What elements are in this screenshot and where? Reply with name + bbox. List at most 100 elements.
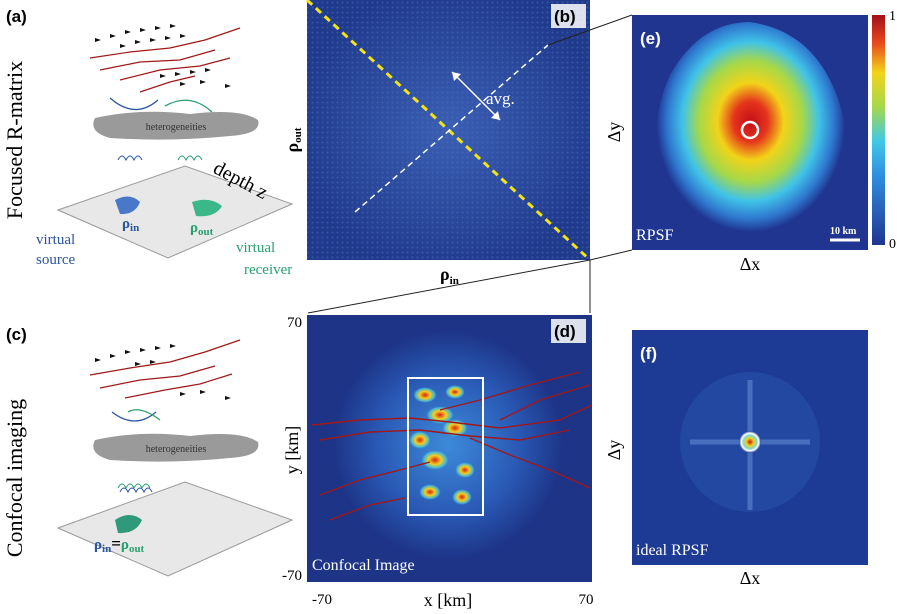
- heterogeneity-blob: [93, 433, 259, 462]
- fault: [329, 497, 406, 521]
- x-axis-label: Δx: [740, 568, 761, 588]
- panel-c: (c) Confocal imaging heterogeneities ρin…: [2, 325, 294, 577]
- receiver-label: virtual: [236, 240, 275, 256]
- hotspot: [409, 431, 431, 449]
- fault-lines: [89, 27, 241, 93]
- x-axis-label: ρin: [440, 264, 459, 287]
- y-tick-label: 70: [287, 315, 302, 331]
- hotspot: [426, 406, 454, 424]
- hotspot: [413, 387, 437, 403]
- hotspot: [452, 489, 472, 505]
- rho-in-blob: [115, 196, 140, 215]
- y-axis-label: Δy: [604, 440, 624, 461]
- region-box: [407, 377, 484, 516]
- x-axis-label: x [km]: [424, 590, 473, 610]
- x-tick-label: 70: [579, 592, 594, 608]
- panel-label: (c): [6, 325, 27, 344]
- label-box: [551, 4, 586, 28]
- fault: [469, 437, 591, 489]
- equality: ρin=ρout: [94, 534, 145, 555]
- panel-a: (a) Focused R-matrix heterogeneities dep…: [2, 7, 294, 278]
- scale-label: 10 km: [830, 226, 857, 237]
- fault: [89, 339, 241, 376]
- fault: [99, 49, 216, 71]
- symbol: ρ: [121, 537, 129, 553]
- subscript: out: [129, 543, 145, 555]
- panel-label: (f): [640, 344, 657, 363]
- rho-in: ρin: [122, 216, 139, 234]
- symbol: ρ: [190, 220, 198, 236]
- focal-spot: [739, 431, 761, 453]
- panel-e: (e) RPSF 10 km Δy Δx 1 0: [604, 9, 896, 274]
- subscript: out: [292, 127, 304, 143]
- wave: [119, 487, 153, 494]
- plane: [56, 165, 294, 259]
- arrow-up: [164, 99, 213, 113]
- rho-out-blob: [192, 199, 222, 217]
- hotspot: [421, 450, 449, 470]
- symbol: ρ: [282, 143, 302, 153]
- panel-b: avg. (b) ρout ρin: [282, 0, 633, 314]
- fault: [124, 373, 233, 399]
- caption: RPSF: [636, 227, 673, 244]
- arrow-up: [127, 409, 161, 421]
- subscript: in: [102, 543, 111, 555]
- connector: [589, 249, 633, 261]
- panel-label: (d): [554, 322, 576, 341]
- fault-lines: [311, 371, 593, 521]
- fault: [499, 384, 591, 421]
- hotspots: [409, 385, 475, 505]
- rho-out: ρout: [190, 220, 214, 238]
- connector: [547, 14, 633, 46]
- panel-d: (d) Confocal Image 70 -70 -70 70 y [km] …: [282, 315, 594, 610]
- antidiagonal: [354, 44, 549, 213]
- caption: Confocal Image: [312, 557, 415, 574]
- diagonal: [305, 0, 592, 262]
- y-axis-label: Δy: [604, 122, 624, 143]
- stations: [95, 24, 231, 88]
- rpsf-blob: [656, 22, 846, 244]
- avg-arrow: [451, 71, 501, 121]
- fault: [99, 365, 216, 389]
- side-title: Focused R-matrix: [2, 61, 27, 219]
- subscript: out: [198, 226, 214, 238]
- station-marks: [95, 24, 231, 88]
- panel-f: (f) ideal RPSF Δy Δx: [604, 330, 868, 588]
- arrow-heads: [452, 72, 500, 120]
- fault: [319, 461, 431, 496]
- symbol: ρ: [122, 216, 130, 232]
- connector: [307, 259, 591, 314]
- panel-label: (a): [6, 7, 27, 26]
- colorbar: [872, 15, 885, 245]
- colorbar-max: 1: [889, 9, 896, 24]
- plane: [56, 481, 294, 577]
- fault: [139, 75, 196, 93]
- rho-blob: [115, 515, 142, 534]
- y-axis-label: y [km]: [282, 426, 302, 475]
- panel-label: (b): [554, 7, 576, 26]
- hotspot: [445, 385, 465, 399]
- wave: [177, 155, 203, 162]
- source-label: virtual: [36, 232, 75, 248]
- fault-lines: [89, 339, 241, 399]
- receiver-label: receiver: [244, 262, 292, 278]
- wave: [117, 155, 143, 162]
- avg-label: avg.: [486, 89, 515, 108]
- panel-label: (e): [640, 29, 661, 48]
- arrow-down: [109, 97, 159, 111]
- fault: [439, 371, 581, 411]
- x-axis-label: Δx: [740, 254, 761, 274]
- hotspot: [455, 462, 475, 478]
- fault: [311, 404, 593, 429]
- subscript: in: [450, 275, 459, 287]
- equals: =: [111, 534, 121, 553]
- symbol: ρ: [94, 537, 102, 553]
- hotspot: [419, 484, 441, 500]
- fault: [319, 429, 571, 441]
- fault: [119, 57, 231, 81]
- y-axis-label: ρout: [282, 127, 304, 152]
- medium-label: heterogeneities: [146, 444, 207, 455]
- caption: ideal RPSF: [636, 542, 709, 559]
